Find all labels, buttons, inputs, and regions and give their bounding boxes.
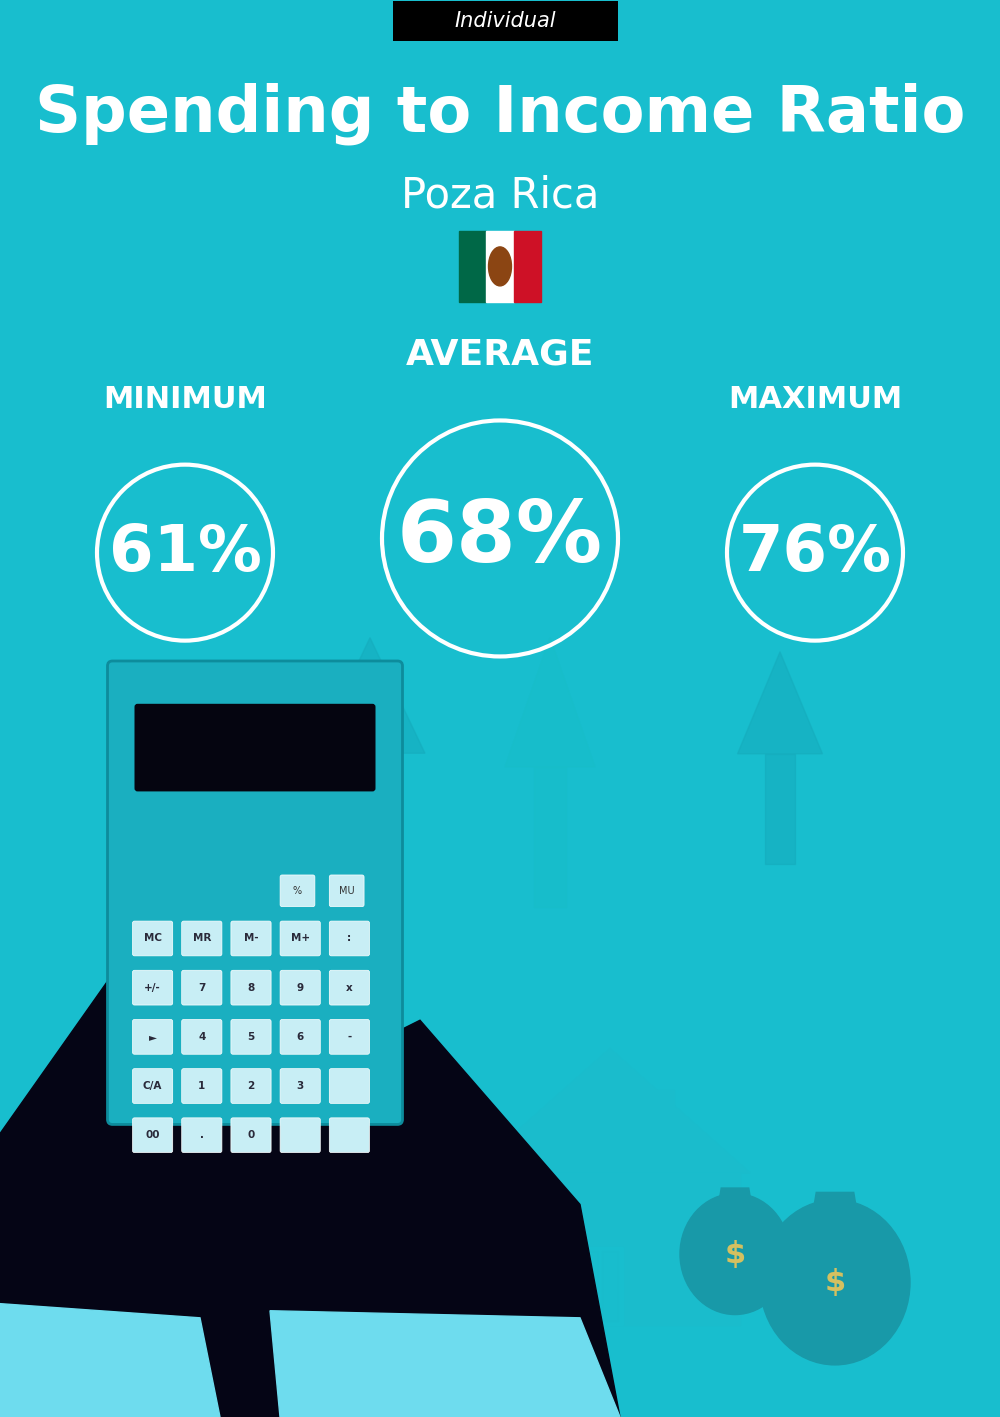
FancyBboxPatch shape: [231, 1068, 271, 1104]
FancyBboxPatch shape: [132, 1118, 173, 1152]
Polygon shape: [645, 1268, 735, 1325]
Text: MINIMUM: MINIMUM: [103, 385, 267, 414]
Text: ►: ►: [149, 1032, 157, 1041]
Text: %: %: [293, 886, 302, 896]
Text: M+: M+: [291, 934, 310, 944]
Polygon shape: [459, 231, 486, 302]
Text: 68%: 68%: [397, 497, 603, 580]
Text: 8: 8: [247, 982, 255, 993]
Polygon shape: [578, 1247, 622, 1325]
FancyBboxPatch shape: [134, 704, 376, 792]
Text: 00: 00: [145, 1131, 160, 1141]
Polygon shape: [351, 754, 389, 879]
Text: Poza Rica: Poza Rica: [401, 174, 599, 217]
FancyBboxPatch shape: [182, 1019, 222, 1054]
FancyBboxPatch shape: [329, 1118, 370, 1152]
Text: 1: 1: [198, 1081, 205, 1091]
FancyBboxPatch shape: [132, 921, 173, 956]
FancyBboxPatch shape: [280, 921, 320, 956]
Text: AVERAGE: AVERAGE: [406, 337, 594, 371]
Text: MR: MR: [193, 934, 211, 944]
FancyBboxPatch shape: [231, 1019, 271, 1054]
FancyBboxPatch shape: [280, 971, 320, 1005]
FancyBboxPatch shape: [231, 921, 271, 956]
Text: +/-: +/-: [144, 982, 161, 993]
FancyBboxPatch shape: [280, 874, 315, 907]
FancyBboxPatch shape: [329, 874, 364, 907]
FancyBboxPatch shape: [182, 1118, 222, 1152]
Polygon shape: [0, 964, 320, 1417]
FancyBboxPatch shape: [132, 1068, 173, 1104]
FancyBboxPatch shape: [108, 660, 402, 1125]
Ellipse shape: [760, 1200, 910, 1365]
Polygon shape: [812, 1192, 858, 1214]
Text: $: $: [724, 1240, 746, 1268]
Text: $: $: [824, 1268, 846, 1297]
Text: 6: 6: [297, 1032, 304, 1041]
Text: x: x: [346, 982, 353, 993]
Polygon shape: [480, 1173, 740, 1325]
Polygon shape: [470, 1049, 750, 1173]
Text: MAXIMUM: MAXIMUM: [728, 385, 902, 414]
Text: :: :: [347, 934, 351, 944]
FancyBboxPatch shape: [182, 971, 222, 1005]
Text: M-: M-: [244, 934, 258, 944]
Ellipse shape: [680, 1193, 790, 1315]
FancyBboxPatch shape: [132, 971, 173, 1005]
Polygon shape: [653, 1251, 743, 1308]
Polygon shape: [582, 1251, 598, 1321]
FancyBboxPatch shape: [329, 1019, 370, 1054]
Polygon shape: [200, 1020, 620, 1417]
FancyBboxPatch shape: [280, 1019, 320, 1054]
Polygon shape: [738, 652, 822, 754]
Polygon shape: [657, 1243, 747, 1299]
Polygon shape: [765, 754, 795, 864]
Polygon shape: [665, 1226, 755, 1282]
Ellipse shape: [489, 247, 511, 286]
Text: 3: 3: [297, 1081, 304, 1091]
Text: C/A: C/A: [143, 1081, 162, 1091]
Polygon shape: [602, 1251, 618, 1321]
Text: .: .: [200, 1131, 204, 1141]
FancyBboxPatch shape: [329, 921, 370, 956]
Polygon shape: [505, 638, 595, 767]
Polygon shape: [0, 1304, 220, 1417]
FancyBboxPatch shape: [132, 1019, 173, 1054]
Polygon shape: [486, 231, 514, 302]
Text: MU: MU: [339, 886, 354, 896]
FancyBboxPatch shape: [231, 971, 271, 1005]
Polygon shape: [315, 638, 425, 754]
Text: 61%: 61%: [109, 521, 261, 584]
FancyBboxPatch shape: [182, 921, 222, 956]
Polygon shape: [514, 231, 541, 302]
Text: 7: 7: [198, 982, 205, 993]
Text: Spending to Income Ratio: Spending to Income Ratio: [35, 82, 965, 145]
FancyBboxPatch shape: [392, 1, 618, 41]
Text: 76%: 76%: [738, 521, 892, 584]
FancyBboxPatch shape: [231, 1118, 271, 1152]
Polygon shape: [649, 1260, 739, 1316]
Polygon shape: [534, 767, 566, 907]
Polygon shape: [270, 1311, 620, 1417]
Text: 2: 2: [247, 1081, 255, 1091]
Text: 0: 0: [247, 1131, 255, 1141]
FancyBboxPatch shape: [329, 971, 370, 1005]
Text: -: -: [347, 1032, 352, 1041]
FancyBboxPatch shape: [280, 1118, 320, 1152]
FancyBboxPatch shape: [280, 1068, 320, 1104]
Text: 9: 9: [297, 982, 304, 993]
Polygon shape: [649, 1090, 674, 1129]
FancyBboxPatch shape: [182, 1068, 222, 1104]
Text: Individual: Individual: [454, 11, 556, 31]
Text: 5: 5: [247, 1032, 255, 1041]
Polygon shape: [661, 1234, 751, 1291]
Polygon shape: [718, 1187, 752, 1204]
Text: MC: MC: [144, 934, 162, 944]
FancyBboxPatch shape: [329, 1068, 370, 1104]
Text: 4: 4: [198, 1032, 205, 1041]
